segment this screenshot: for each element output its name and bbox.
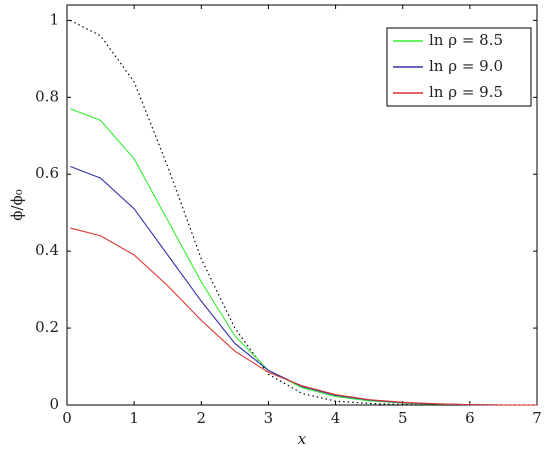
legend-label: ln ρ = 9.5 <box>429 83 503 101</box>
x-tick-label: 2 <box>197 409 207 427</box>
x-tick-label: 0 <box>62 409 72 427</box>
x-tick-label: 5 <box>398 409 408 427</box>
x-tick-label: 4 <box>331 409 341 427</box>
x-tick-label: 6 <box>465 409 475 427</box>
x-tick-label: 1 <box>129 409 139 427</box>
y-axis-label: ϕ/ϕ₀ <box>8 189 26 221</box>
y-tick-label: 0.6 <box>35 164 59 182</box>
y-tick-label: 0 <box>49 395 59 413</box>
y-tick-label: 1 <box>49 10 59 28</box>
y-tick-label: 0.4 <box>35 241 59 259</box>
data-line <box>70 166 537 406</box>
data-line <box>70 108 537 406</box>
legend-label: ln ρ = 9.0 <box>429 57 503 75</box>
x-tick-label: 7 <box>532 409 542 427</box>
x-tick-label: 3 <box>264 409 274 427</box>
data-line <box>70 227 537 406</box>
y-tick-label: 0.8 <box>35 87 59 105</box>
y-tick-label: 0.2 <box>35 318 59 336</box>
x-axis-label: x <box>298 430 307 448</box>
legend-label: ln ρ = 8.5 <box>429 31 503 49</box>
plot-frame <box>66 4 538 406</box>
